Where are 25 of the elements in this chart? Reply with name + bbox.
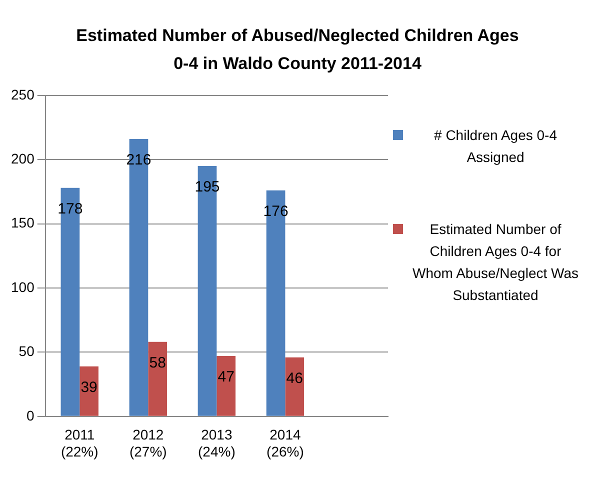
y-tick-label: 200 (11, 150, 35, 166)
legend-label: Estimated Number of Children Ages 0-4 for Whom Abuse/Neglect Was Substantiated (412, 220, 580, 305)
data-label: 58 (149, 354, 166, 372)
bar (60, 188, 80, 416)
bar (80, 366, 98, 416)
y-tick-label: 250 (11, 86, 35, 102)
x-tick-label: 2014 (26%) (266, 426, 304, 460)
x-tick-label: 2011 (22%) (60, 426, 98, 460)
x-tick-label: 2013 (24%) (198, 426, 236, 460)
y-tick-label: 50 (18, 343, 35, 360)
y-tick-label: 100 (11, 278, 35, 295)
legend-label: # Children Ages 0-4 Assigned (433, 126, 558, 167)
data-label: 39 (80, 378, 98, 396)
bar (198, 166, 217, 416)
y-tick-label: 150 (11, 214, 35, 231)
x-tick-label: 2012 (27%) (129, 426, 167, 460)
data-label: 47 (218, 368, 234, 386)
bar (129, 139, 148, 416)
bar (285, 357, 304, 416)
data-label: 216 (126, 152, 152, 169)
chart-title: Estimated Number of Abused/Neglected Children Ages 0-4 in Waldo County 2011-2014 (75, 25, 520, 75)
bar (216, 356, 236, 416)
y-tick-label: 0 (26, 407, 35, 424)
data-label: 46 (286, 370, 303, 387)
bar (148, 342, 167, 416)
